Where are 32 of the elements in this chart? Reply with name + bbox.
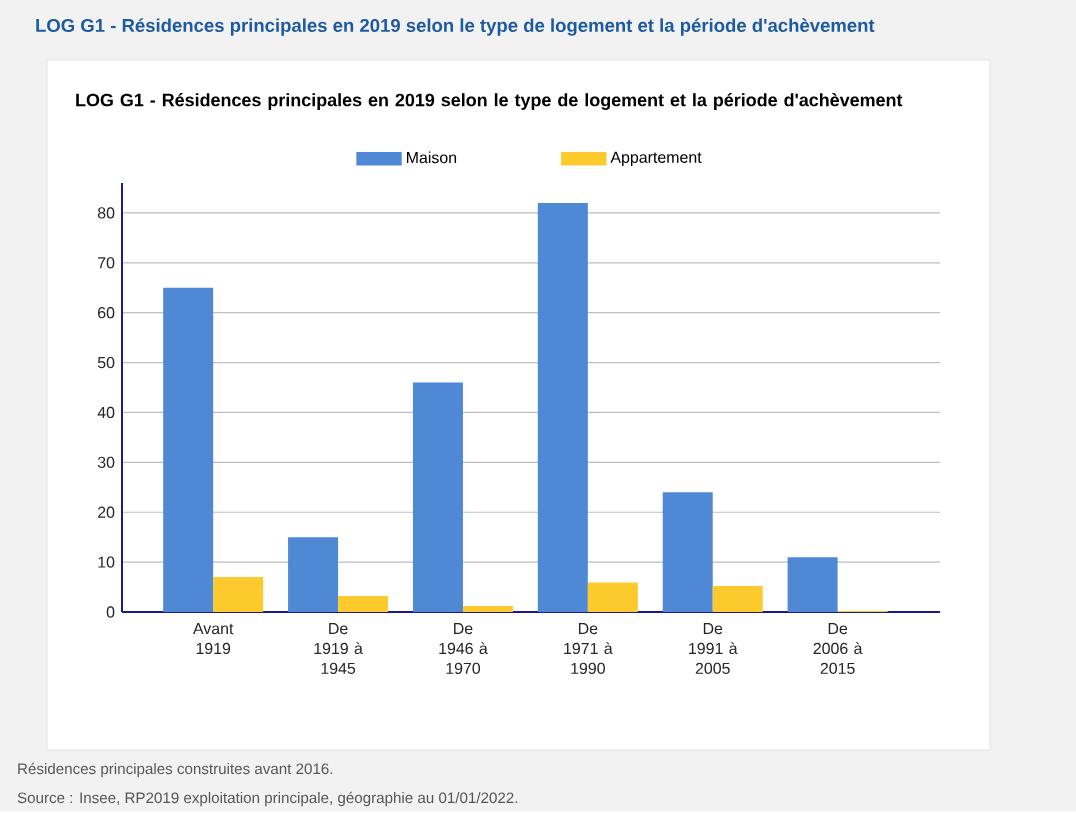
chart-title: LOG G1 - Résidences principales en 2019 selon le type de logement et la période d'achèvement — [36, 18, 875, 36]
y-tick-label: 20 — [98, 506, 115, 518]
bar — [163, 287, 214, 613]
bar — [338, 596, 389, 613]
y-tick-label: 50 — [97, 357, 115, 369]
bar — [662, 492, 713, 613]
bar — [587, 582, 638, 613]
x-tick-label: De 2006 à 2015 — [813, 623, 863, 675]
bar — [787, 557, 838, 613]
legend-label: Appartement — [610, 151, 702, 167]
source-note: Source : Insee, RP2019 exploitation principale, géographie au 01/01/2022. — [17, 791, 518, 807]
y-tick-label: 0 — [106, 606, 115, 618]
bar — [537, 203, 588, 613]
y-tick-label: 30 — [97, 456, 115, 469]
bar — [712, 586, 763, 613]
text: Résidences principales construites avant 2016. — [18, 762, 333, 778]
bar — [412, 382, 463, 613]
y-tick-label: 60 — [98, 307, 115, 319]
x-tick-label: Avant 1919 — [192, 623, 234, 655]
bar — [462, 606, 513, 613]
chart-subtitle: LOG G1 - Résidences principales en 2019 selon le type de logement et la période d'achèvement — [76, 93, 903, 111]
y-tick-label: 40 — [97, 406, 115, 419]
y-tick-label: 10 — [98, 556, 115, 568]
y-tick-label: 70 — [98, 257, 115, 269]
x-tick-label: De 1919 à 1945 — [314, 623, 363, 675]
y-tick-label: 80 — [97, 207, 115, 219]
x-tick-label: De 1946 à 1970 — [439, 623, 488, 675]
x-tick-label: De 1991 à 2005 — [689, 623, 738, 675]
x-tick-label: De 1971 à 1990 — [564, 623, 613, 675]
bar — [213, 577, 264, 613]
legend-label: Maison — [407, 151, 457, 164]
bar — [288, 537, 339, 613]
